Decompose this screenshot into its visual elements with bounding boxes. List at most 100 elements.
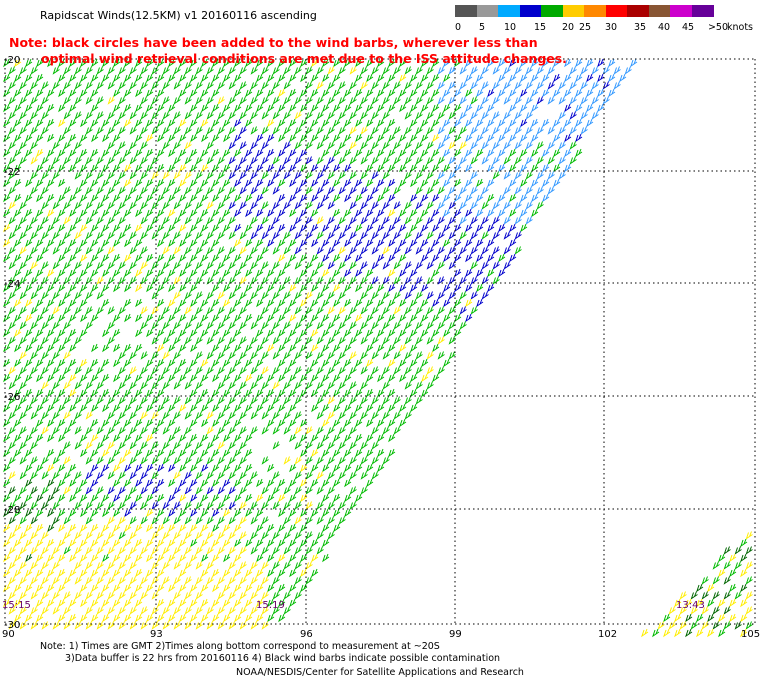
- wind-barb: [630, 58, 638, 68]
- wind-barb: [305, 351, 313, 360]
- wind-barb: [195, 366, 203, 375]
- wind-barb: [107, 561, 115, 570]
- wind-barb: [448, 261, 456, 270]
- wind-barb: [338, 501, 346, 510]
- wind-barb: [74, 381, 82, 390]
- wind-barb: [14, 118, 22, 128]
- wind-barb: [129, 111, 137, 120]
- wind-barb: [113, 118, 121, 128]
- wind-barb: [129, 186, 137, 195]
- wind-barb: [366, 478, 374, 488]
- wind-barb: [426, 276, 434, 285]
- wind-barb: [36, 583, 44, 593]
- wind-barb: [80, 208, 88, 218]
- wind-barb: [498, 58, 506, 68]
- wind-barb: [245, 568, 253, 578]
- wind-barb: [52, 591, 60, 600]
- wind-barb: [162, 231, 170, 240]
- wind-barb: [327, 411, 335, 420]
- wind-barb: [316, 516, 324, 525]
- wind-barb: [157, 58, 165, 68]
- wind-barb: [333, 448, 341, 458]
- wind-barb: [421, 163, 429, 173]
- wind-barb: [74, 501, 82, 510]
- wind-barb: [740, 628, 748, 638]
- wind-barb: [157, 343, 165, 353]
- wind-barb: [239, 486, 247, 495]
- wind-barb: [223, 298, 231, 308]
- wind-barb: [168, 58, 176, 68]
- wind-barb: [360, 81, 368, 90]
- wind-barb: [470, 306, 478, 315]
- wind-barb: [283, 291, 291, 300]
- wind-barb: [151, 576, 159, 585]
- wind-barb: [415, 186, 423, 195]
- wind-barb: [113, 583, 121, 593]
- wind-barb: [162, 621, 170, 630]
- wind-barb: [294, 381, 302, 390]
- wind-barb: [135, 103, 143, 113]
- wind-barb: [338, 186, 346, 195]
- wind-barb: [454, 88, 462, 98]
- wind-barb: [151, 156, 159, 165]
- wind-barb: [217, 576, 225, 585]
- wind-barb: [278, 478, 286, 488]
- colorbar-tick-label: 25: [578, 22, 592, 33]
- wind-barb: [63, 111, 71, 120]
- wind-barb: [239, 381, 247, 390]
- wind-barb: [14, 73, 22, 83]
- wind-barb: [250, 381, 258, 390]
- wind-barb: [212, 463, 220, 473]
- wind-barb: [278, 568, 286, 578]
- wind-barb: [349, 411, 357, 420]
- wind-barb: [47, 148, 55, 158]
- wind-barb: [206, 351, 214, 360]
- wind-barb: [41, 426, 49, 435]
- wind-barb: [228, 216, 236, 225]
- wind-barb: [74, 96, 82, 105]
- wind-barb: [184, 186, 192, 195]
- wind-barb: [217, 381, 225, 390]
- wind-barb: [41, 216, 49, 225]
- wind-barb: [157, 358, 165, 368]
- wind-barb: [305, 441, 313, 450]
- wind-barb: [80, 88, 88, 98]
- wind-barb: [80, 523, 88, 533]
- wind-barb: [36, 463, 44, 473]
- wind-barb: [322, 553, 330, 563]
- wind-barb: [723, 621, 731, 630]
- wind-barb: [201, 118, 209, 128]
- wind-barb: [228, 291, 236, 300]
- wind-barb: [85, 591, 93, 600]
- wind-barb: [261, 366, 269, 375]
- wind-barb: [410, 268, 418, 278]
- wind-barb: [305, 456, 313, 465]
- wind-barb: [58, 538, 66, 548]
- wind-barb: [151, 126, 159, 135]
- wind-barb: [146, 223, 154, 233]
- wind-barb: [426, 81, 434, 90]
- wind-barb: [338, 306, 346, 315]
- wind-barb: [272, 261, 280, 270]
- wind-barb: [80, 193, 88, 203]
- wind-barb: [415, 231, 423, 240]
- wind-barb: [388, 208, 396, 218]
- wind-barb: [69, 148, 77, 158]
- wind-barb: [234, 253, 242, 263]
- wind-barb: [168, 358, 176, 368]
- wind-barb: [575, 148, 583, 158]
- wind-barb: [718, 553, 726, 563]
- wind-barb: [135, 253, 143, 263]
- wind-barb: [289, 388, 297, 398]
- wind-barb: [58, 583, 66, 593]
- wind-barb: [157, 223, 165, 233]
- wind-barb: [80, 238, 88, 248]
- wind-barb: [388, 448, 396, 458]
- wind-barb: [399, 58, 407, 68]
- wind-barb: [47, 583, 55, 593]
- wind-barb: [360, 441, 368, 450]
- wind-barb: [25, 148, 33, 158]
- wind-barb: [366, 403, 374, 413]
- wind-barb: [465, 148, 473, 158]
- wind-barb: [498, 148, 506, 158]
